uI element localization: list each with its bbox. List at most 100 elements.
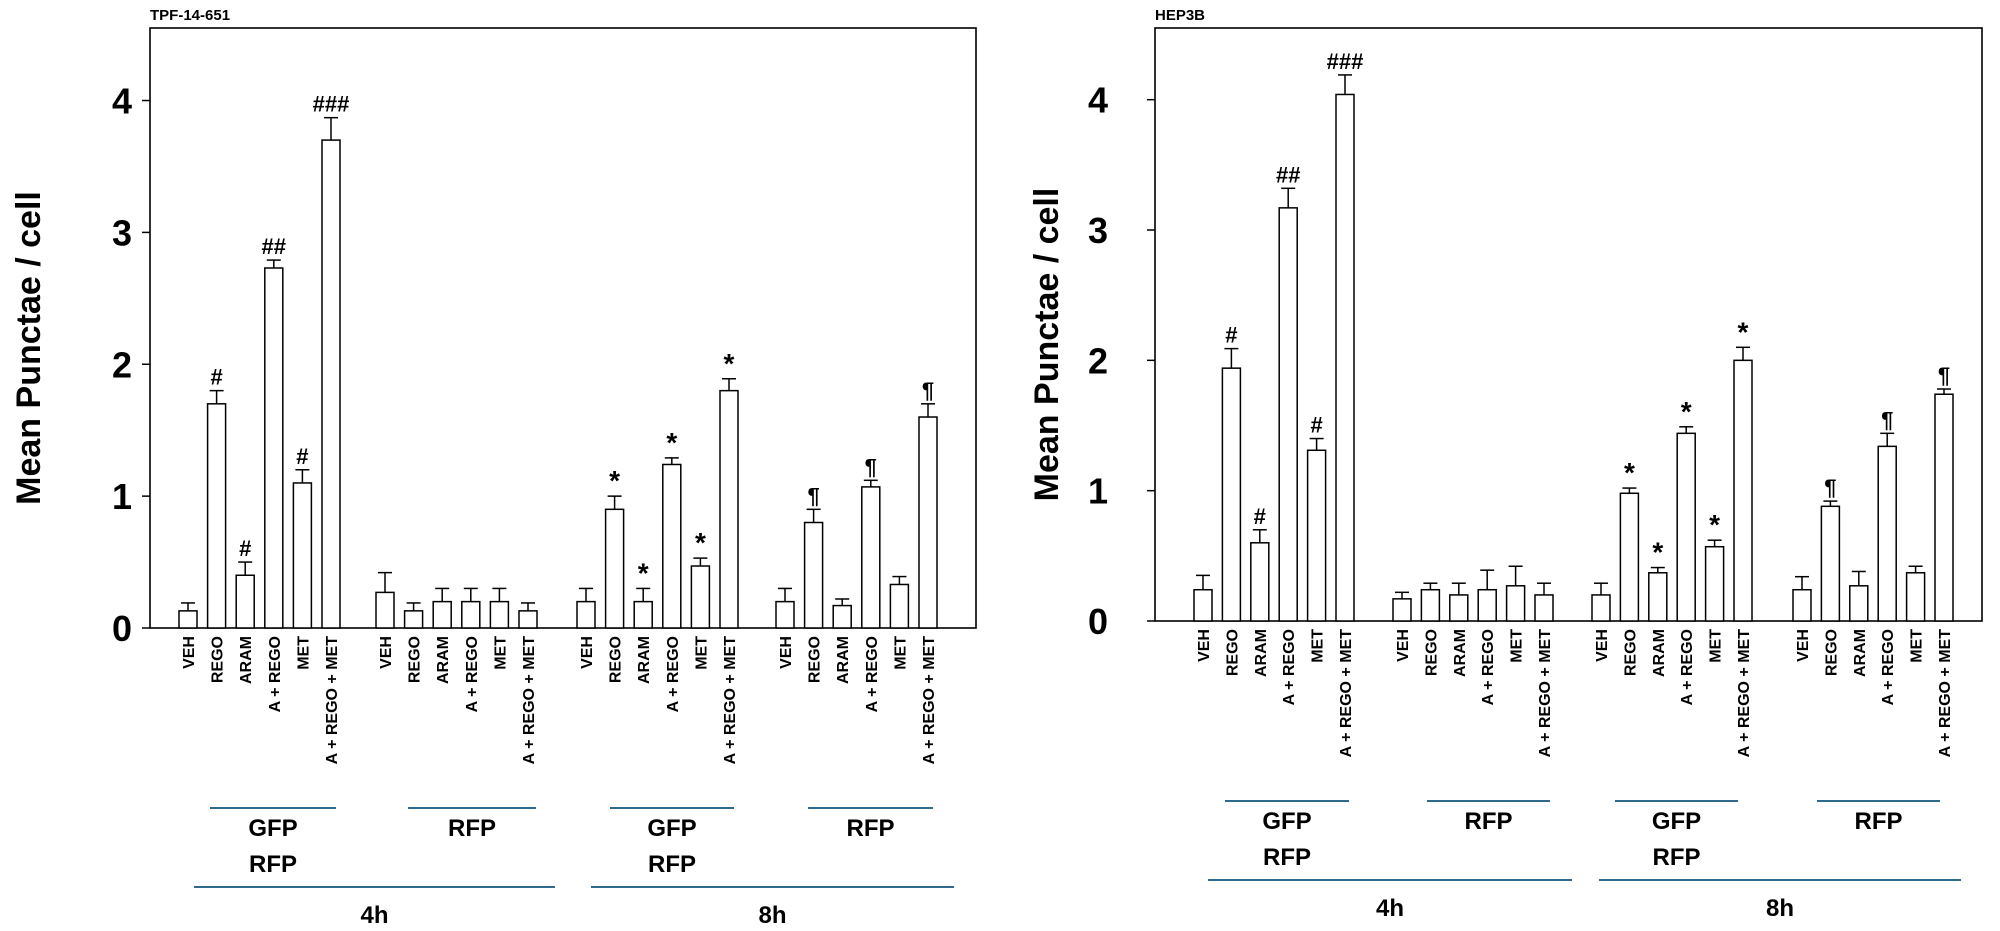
y-tick-label: 2 <box>112 344 132 385</box>
x-category-label: REGO <box>210 636 227 683</box>
bar <box>489 600 510 629</box>
bar <box>1619 492 1640 622</box>
significance-marker: # <box>1310 413 1322 438</box>
bar <box>1449 594 1469 622</box>
bar <box>264 267 284 629</box>
x-category-label: ARAM <box>1651 629 1668 677</box>
x-category-label: ARAM <box>1852 629 1869 677</box>
significance-marker: * <box>1624 457 1635 488</box>
bar <box>461 600 481 629</box>
significance-marker: * <box>695 527 706 558</box>
x-category-label: A + REGO + MET <box>1937 629 1954 758</box>
x-category-label: REGO <box>407 636 424 683</box>
x-category-label: VEH <box>778 636 795 669</box>
significance-marker: # <box>1225 323 1237 348</box>
chart-title: HEP3B <box>1155 7 1205 24</box>
time-label: 4h <box>360 902 388 929</box>
bar <box>662 463 682 629</box>
reporter-label: RFP <box>1855 808 1903 835</box>
x-category-label: A + REGO <box>267 636 284 712</box>
significance-marker: ¶ <box>1881 407 1893 432</box>
bar <box>292 482 313 629</box>
x-category-label: REGO <box>1423 629 1440 676</box>
bar <box>1278 207 1298 622</box>
bar <box>861 486 881 629</box>
bar <box>1704 545 1725 622</box>
x-category-label: A + REGO <box>1281 629 1298 705</box>
bar <box>918 416 938 629</box>
significance-marker: * <box>1738 316 1749 347</box>
bar <box>1591 594 1611 622</box>
y-tick-label: 2 <box>1088 340 1108 381</box>
time-label: 8h <box>1766 895 1794 922</box>
bar <box>1221 367 1242 622</box>
x-category-label: MET <box>1310 629 1327 663</box>
significance-marker: # <box>296 444 308 469</box>
reporter-label: RFP <box>847 815 895 842</box>
x-category-label: MET <box>1509 629 1526 663</box>
x-category-label: VEH <box>378 636 395 669</box>
x-category-label: A + REGO <box>1880 629 1897 705</box>
x-category-label: REGO <box>807 636 824 683</box>
bar <box>1877 445 1897 622</box>
x-category-label: MET <box>295 636 312 670</box>
y-tick-label: 4 <box>1088 80 1108 121</box>
x-category-label: ARAM <box>1253 629 1270 677</box>
significance-marker: * <box>724 348 735 379</box>
reporter-label: RFP <box>448 815 496 842</box>
bar <box>1335 93 1355 622</box>
bar <box>1905 572 1926 622</box>
x-category-label: MET <box>892 636 909 670</box>
bar <box>1193 588 1213 622</box>
x-category-label: ARAM <box>238 636 255 684</box>
bar <box>235 574 255 629</box>
significance-marker: # <box>1254 504 1266 529</box>
significance-marker: ### <box>313 92 350 117</box>
x-category-label: MET <box>492 636 509 670</box>
bar <box>832 604 852 629</box>
bar <box>690 565 711 629</box>
bar <box>206 403 227 629</box>
significance-marker: ¶ <box>1824 475 1836 500</box>
bar <box>1648 572 1668 622</box>
significance-marker: * <box>609 465 620 496</box>
y-tick-label: 4 <box>112 81 132 122</box>
x-category-label: A + REGO + MET <box>722 636 739 765</box>
x-category-label: REGO <box>1224 629 1241 676</box>
bar <box>803 521 824 629</box>
bar <box>375 591 395 629</box>
significance-marker: # <box>210 365 222 390</box>
significance-marker: * <box>638 557 649 588</box>
significance-marker: # <box>239 536 251 561</box>
y-axis-label: Mean Punctae / cell <box>10 191 48 505</box>
bar <box>1934 393 1954 622</box>
significance-marker: * <box>1652 537 1663 568</box>
y-tick-label: 0 <box>112 608 132 649</box>
significance-marker: * <box>1681 396 1692 427</box>
x-category-label: A + REGO + MET <box>1736 629 1753 758</box>
reporter-label: RFP <box>249 851 297 878</box>
y-tick-label: 3 <box>112 212 132 253</box>
bar <box>604 508 625 629</box>
x-category-label: MET <box>693 636 710 670</box>
bar <box>1505 585 1526 622</box>
bar <box>518 610 538 629</box>
reporter-label: RFP <box>648 851 696 878</box>
x-category-label: A + REGO + MET <box>521 636 538 765</box>
reporter-label: RFP <box>1653 844 1701 871</box>
bar <box>321 139 341 629</box>
bar <box>178 610 198 629</box>
bar <box>1392 598 1412 622</box>
x-category-label: A + REGO <box>1480 629 1497 705</box>
bar <box>1420 588 1441 622</box>
significance-marker: ¶ <box>807 483 819 508</box>
bar <box>1306 449 1327 622</box>
x-category-label: A + REGO <box>864 636 881 712</box>
significance-marker: ## <box>262 234 286 259</box>
significance-marker: ¶ <box>1938 363 1950 388</box>
x-category-label: REGO <box>1622 629 1639 676</box>
x-category-label: A + REGO <box>1679 629 1696 705</box>
x-category-label: A + REGO <box>464 636 481 712</box>
bar <box>775 600 795 629</box>
y-axis-label: Mean Punctae / cell <box>1028 188 1066 502</box>
